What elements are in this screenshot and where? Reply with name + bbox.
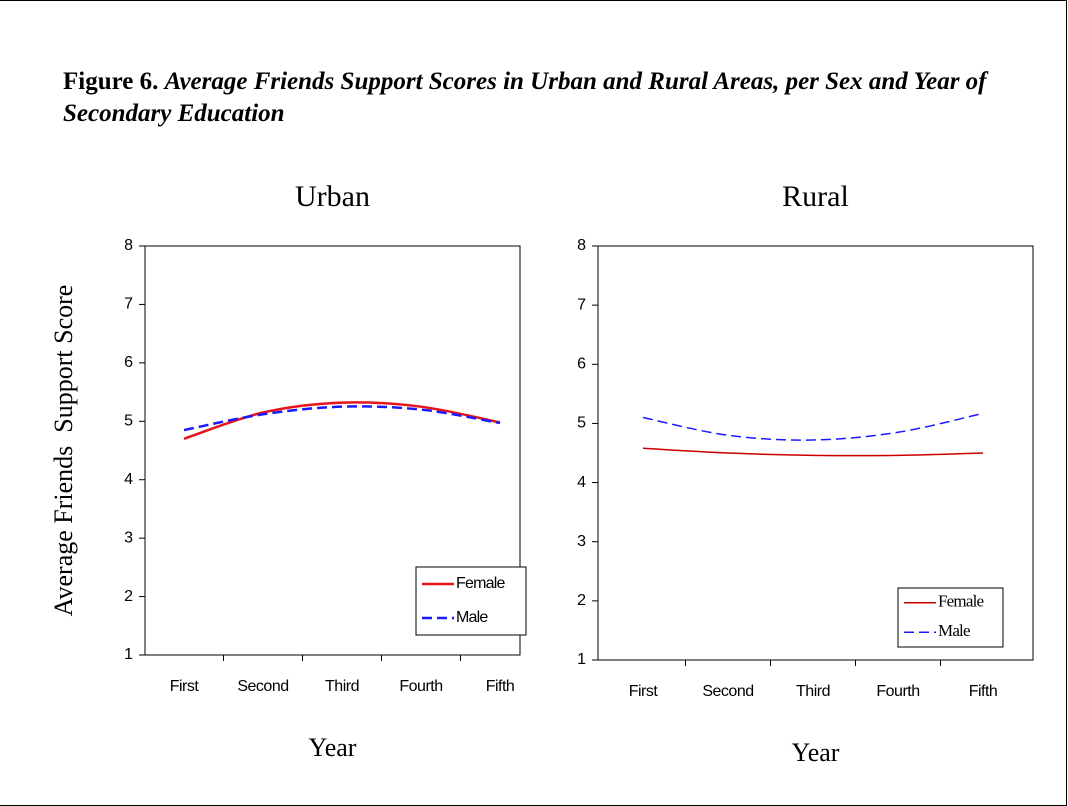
- x-tick-label: Fourth: [399, 678, 442, 695]
- y-tick-label: 5: [124, 413, 133, 430]
- y-tick-label: 6: [577, 356, 586, 373]
- series-line: [642, 412, 984, 441]
- y-tick-label: 7: [577, 296, 586, 313]
- plot-frame: [144, 245, 521, 656]
- y-tick-label: 6: [124, 354, 133, 371]
- x-tick-label: Fourth: [876, 683, 919, 700]
- x-tick-label: First: [629, 683, 659, 700]
- y-tick-label: 2: [577, 592, 586, 609]
- figure-caption: Figure 6. Average Friends Support Scores…: [63, 66, 1063, 130]
- y-tick-label: 3: [577, 533, 586, 550]
- y-tick-label: 1: [577, 651, 586, 668]
- series-line: [183, 401, 501, 440]
- legend-label: Female: [456, 575, 505, 592]
- figure-title: Average Friends Support Scores in Urban …: [63, 68, 987, 127]
- legend-box: [897, 587, 1004, 648]
- y-tick-label: 2: [124, 588, 133, 605]
- y-axis-label: Average Friends Support Score: [49, 285, 78, 617]
- x-tick-label: Fifth: [486, 678, 515, 695]
- x-tick-label: Third: [325, 678, 359, 695]
- x-tick-label: First: [170, 678, 200, 695]
- x-axis-label: Year: [792, 738, 840, 767]
- legend-label: Female: [938, 592, 983, 611]
- x-tick-label: Fifth: [969, 683, 998, 700]
- plot-frame: [597, 245, 1034, 661]
- y-tick-label: 7: [124, 296, 133, 313]
- x-tick-label: Third: [796, 683, 830, 700]
- x-axis-label: Year: [309, 733, 357, 762]
- chart-title: Rural: [782, 180, 849, 213]
- y-tick-label: 8: [577, 237, 586, 254]
- series-line: [642, 447, 984, 457]
- legend-label: Male: [456, 609, 488, 626]
- y-tick-label: 5: [577, 415, 586, 432]
- x-tick-label: Second: [702, 683, 753, 700]
- y-tick-label: 4: [577, 474, 586, 491]
- y-tick-label: 8: [124, 237, 133, 254]
- y-tick-label: 1: [124, 646, 133, 663]
- figure-label: Figure 6.: [63, 68, 159, 95]
- legend-box: [415, 566, 527, 636]
- x-tick-label: Second: [237, 678, 288, 695]
- y-tick-label: 3: [124, 529, 133, 546]
- legend-label: Male: [938, 621, 970, 640]
- series-line: [183, 405, 501, 432]
- y-tick-label: 4: [124, 471, 133, 488]
- chart-title: Urban: [295, 180, 370, 213]
